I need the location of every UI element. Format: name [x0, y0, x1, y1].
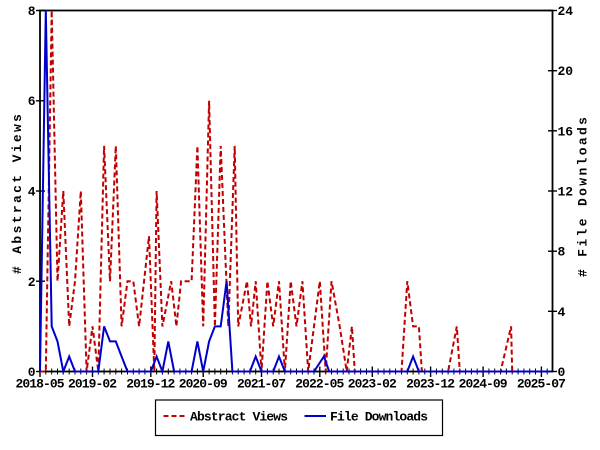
svg-text:20: 20	[558, 64, 574, 79]
svg-text:2023-12: 2023-12	[406, 377, 455, 392]
svg-text:0: 0	[558, 365, 566, 380]
svg-text:0: 0	[28, 365, 36, 380]
svg-text:2020-09: 2020-09	[179, 377, 228, 392]
svg-text:2023-02: 2023-02	[348, 377, 397, 392]
svg-text:2025-07: 2025-07	[517, 377, 566, 392]
svg-text:2: 2	[28, 275, 36, 290]
svg-text:2022-05: 2022-05	[295, 377, 344, 392]
svg-text:8: 8	[558, 245, 566, 260]
svg-text:16: 16	[558, 124, 574, 139]
svg-text:Abstract Views: Abstract Views	[190, 410, 288, 425]
svg-text:2018-05: 2018-05	[16, 377, 65, 392]
svg-text:2024-09: 2024-09	[459, 377, 508, 392]
svg-text:4: 4	[28, 185, 36, 200]
svg-text:2019-12: 2019-12	[126, 377, 175, 392]
svg-text:2021-07: 2021-07	[237, 377, 286, 392]
svg-text:6: 6	[28, 94, 36, 109]
svg-text:2019-02: 2019-02	[68, 377, 117, 392]
svg-text:8: 8	[28, 4, 36, 19]
svg-text:4: 4	[558, 305, 566, 320]
svg-text:12: 12	[558, 185, 574, 200]
svg-text:24: 24	[558, 4, 574, 19]
svg-text:File Downloads: File Downloads	[330, 410, 428, 425]
